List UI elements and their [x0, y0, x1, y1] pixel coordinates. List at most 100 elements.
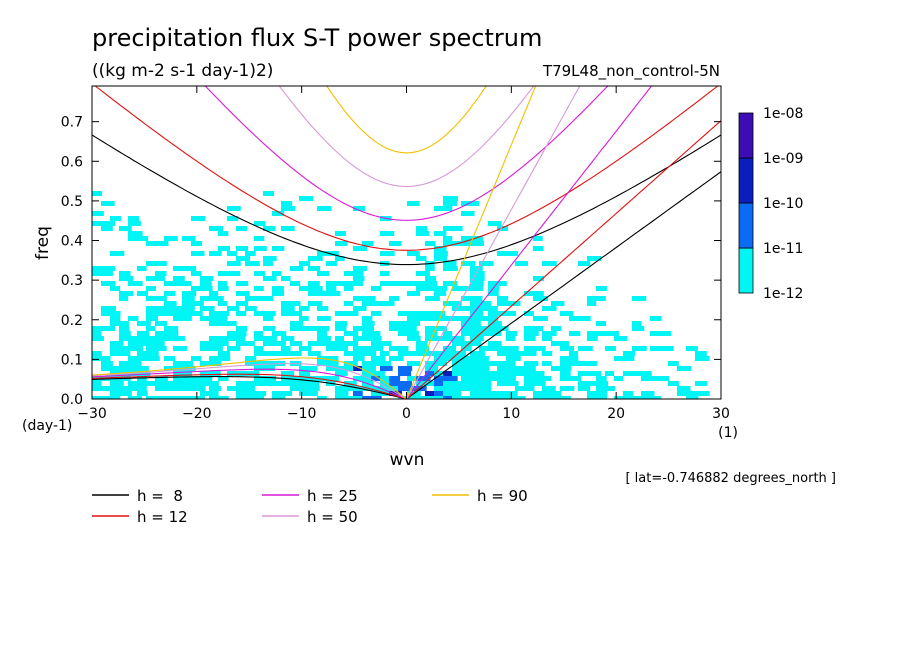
heatmap-cell: [497, 226, 509, 231]
heatmap-cell: [317, 331, 328, 336]
heatmap-cell: [380, 351, 390, 356]
heatmap-cell: [272, 391, 282, 396]
heatmap-cell: [452, 391, 462, 396]
dispersion-curve: [406, 86, 653, 399]
heatmap-cell: [119, 321, 129, 326]
heatmap-cell: [290, 386, 302, 391]
heatmap-cell: [452, 361, 464, 366]
heatmap-cell: [227, 206, 241, 211]
heatmap-cell: [479, 261, 494, 266]
heatmap-cell: [443, 201, 458, 206]
heatmap-cell: [434, 386, 448, 391]
heatmap-cell: [218, 376, 229, 381]
heatmap-cell: [353, 396, 363, 399]
heatmap-cell: [434, 391, 449, 396]
heatmap-cell: [461, 361, 471, 366]
heatmap-cell: [155, 346, 167, 351]
heatmap-cell: [362, 331, 377, 336]
heatmap-cell: [416, 316, 426, 321]
heatmap-cell: [218, 281, 228, 286]
heatmap-cell: [209, 311, 220, 316]
heatmap-cell: [335, 321, 348, 326]
heatmap-cell: [119, 331, 131, 336]
x-tick-label: −20: [182, 406, 212, 422]
heatmap-cell: [182, 371, 192, 376]
heatmap-cell: [641, 376, 656, 381]
heatmap-cell: [227, 261, 241, 266]
dispersion-curve: [92, 363, 407, 399]
chart-subtitle: ((kg m-2 s-1 day-1)2): [92, 61, 273, 81]
heatmap-cell: [119, 326, 130, 331]
heatmap-cell: [191, 396, 205, 399]
heatmap-cell: [443, 376, 458, 381]
heatmap-cell: [308, 351, 321, 356]
legend-label: h = 50: [307, 508, 358, 526]
heatmap-cell: [308, 376, 318, 381]
heatmap-cell: [326, 261, 337, 266]
heatmap-cell: [245, 361, 256, 366]
heatmap-cell: [416, 311, 428, 316]
heatmap-cell: [677, 386, 691, 391]
heatmap-cell: [434, 351, 445, 356]
heatmap-cell: [353, 376, 366, 381]
heatmap-cell: [686, 396, 699, 399]
heatmap-cell: [578, 381, 590, 386]
heatmap-cell: [353, 351, 365, 356]
heatmap-cell: [182, 301, 195, 306]
heatmap-cell: [290, 321, 304, 326]
heatmap-cell: [299, 376, 313, 381]
heatmap-cell: [110, 341, 124, 346]
heatmap-cell: [236, 371, 247, 376]
heatmap-cell: [677, 391, 692, 396]
heatmap-cell: [155, 376, 168, 381]
heatmap-cell: [263, 376, 276, 381]
heatmap-cell: [137, 321, 151, 326]
heatmap-cell: [587, 331, 599, 336]
heatmap-cell: [362, 336, 377, 341]
heatmap-cell: [92, 191, 103, 196]
heatmap-cell: [461, 201, 473, 206]
heatmap-cell: [416, 226, 428, 231]
heatmap-cell: [308, 291, 319, 296]
heatmap-cell: [281, 226, 295, 231]
heatmap-cell: [128, 236, 141, 241]
heatmap-cell: [92, 331, 102, 336]
heatmap-cell: [425, 396, 436, 399]
heatmap-cell: [308, 391, 318, 396]
heatmap-cell: [371, 361, 381, 366]
heatmap-cell: [263, 191, 275, 196]
heatmap-cell: [254, 336, 268, 341]
heatmap-cell: [605, 386, 616, 391]
y-tick-label: 0.5: [61, 194, 83, 210]
heatmap-cell: [443, 336, 453, 341]
heatmap-cell: [263, 351, 278, 356]
heatmap-cell: [650, 376, 663, 381]
heatmap-cell: [182, 396, 196, 399]
heatmap-cell: [389, 296, 400, 301]
heatmap-cell: [425, 336, 440, 341]
heatmap-cell: [470, 351, 485, 356]
heatmap-cell: [461, 371, 471, 376]
heatmap-cell: [659, 346, 674, 351]
heatmap-cell: [173, 346, 188, 351]
heatmap-cell: [146, 296, 156, 301]
heatmap-cell: [146, 276, 159, 281]
heatmap-cell: [389, 356, 404, 361]
heatmap-cell: [101, 366, 114, 371]
heatmap-cell: [587, 381, 602, 386]
heatmap-cell: [497, 296, 509, 301]
heatmap-cell: [281, 346, 291, 351]
y-axis-label: freq: [33, 226, 53, 260]
heatmap-cell: [542, 391, 553, 396]
heatmap-cell: [317, 376, 329, 381]
heatmap-cell: [137, 356, 150, 361]
heatmap-cell: [227, 336, 241, 341]
heatmap-cell: [371, 336, 382, 341]
heatmap-cell: [209, 296, 224, 301]
heatmap-cell: [371, 341, 382, 346]
heatmap-cell: [146, 336, 157, 341]
heatmap-cell: [371, 386, 385, 391]
heatmap-cell: [695, 381, 708, 386]
heatmap-cell: [470, 316, 481, 321]
heatmap-cell: [146, 306, 158, 311]
